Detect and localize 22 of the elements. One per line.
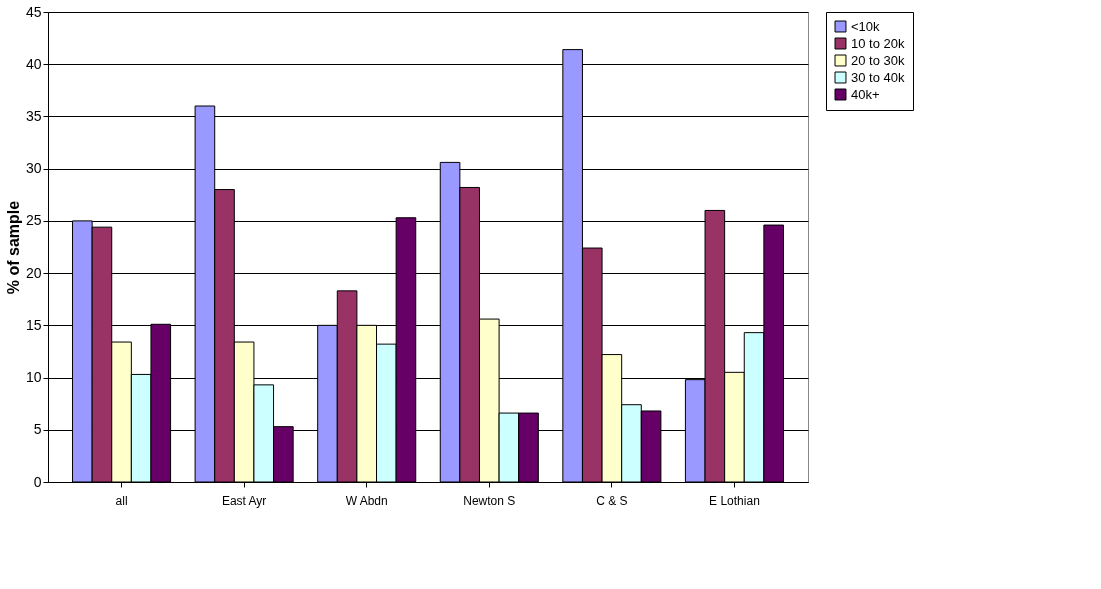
legend-label: 20 to 30k: [851, 52, 905, 68]
x-tick-label: C & S: [596, 493, 628, 508]
y-tick-label: 25: [25, 212, 42, 229]
x-tick-label: all: [115, 493, 128, 508]
y-tick-label: 30: [25, 160, 42, 177]
legend-label: 10 to 20k: [851, 35, 905, 51]
y-tick-label: 15: [25, 316, 42, 333]
y-tick-label: 40: [25, 55, 42, 72]
x-tick-label: W Abdn: [345, 493, 388, 508]
x-tick-label: Newton S: [463, 493, 516, 508]
x-tick-label: East Ayr: [221, 493, 267, 508]
y-tick-label: 10: [25, 369, 42, 386]
y-tick-label: 0: [33, 473, 42, 490]
legend-label: 40k+: [851, 86, 880, 102]
y-tick-label: 20: [25, 264, 42, 281]
y-tick-label: 45: [25, 3, 42, 20]
y-tick-label: 5: [33, 421, 42, 438]
y-tick-label: 35: [25, 107, 42, 124]
y-axis-title: % of sample: [4, 200, 22, 295]
legend-label: 30 to 40k: [851, 69, 905, 85]
legend-label: <10k: [851, 18, 881, 34]
x-tick-label: E Lothian: [709, 493, 760, 508]
